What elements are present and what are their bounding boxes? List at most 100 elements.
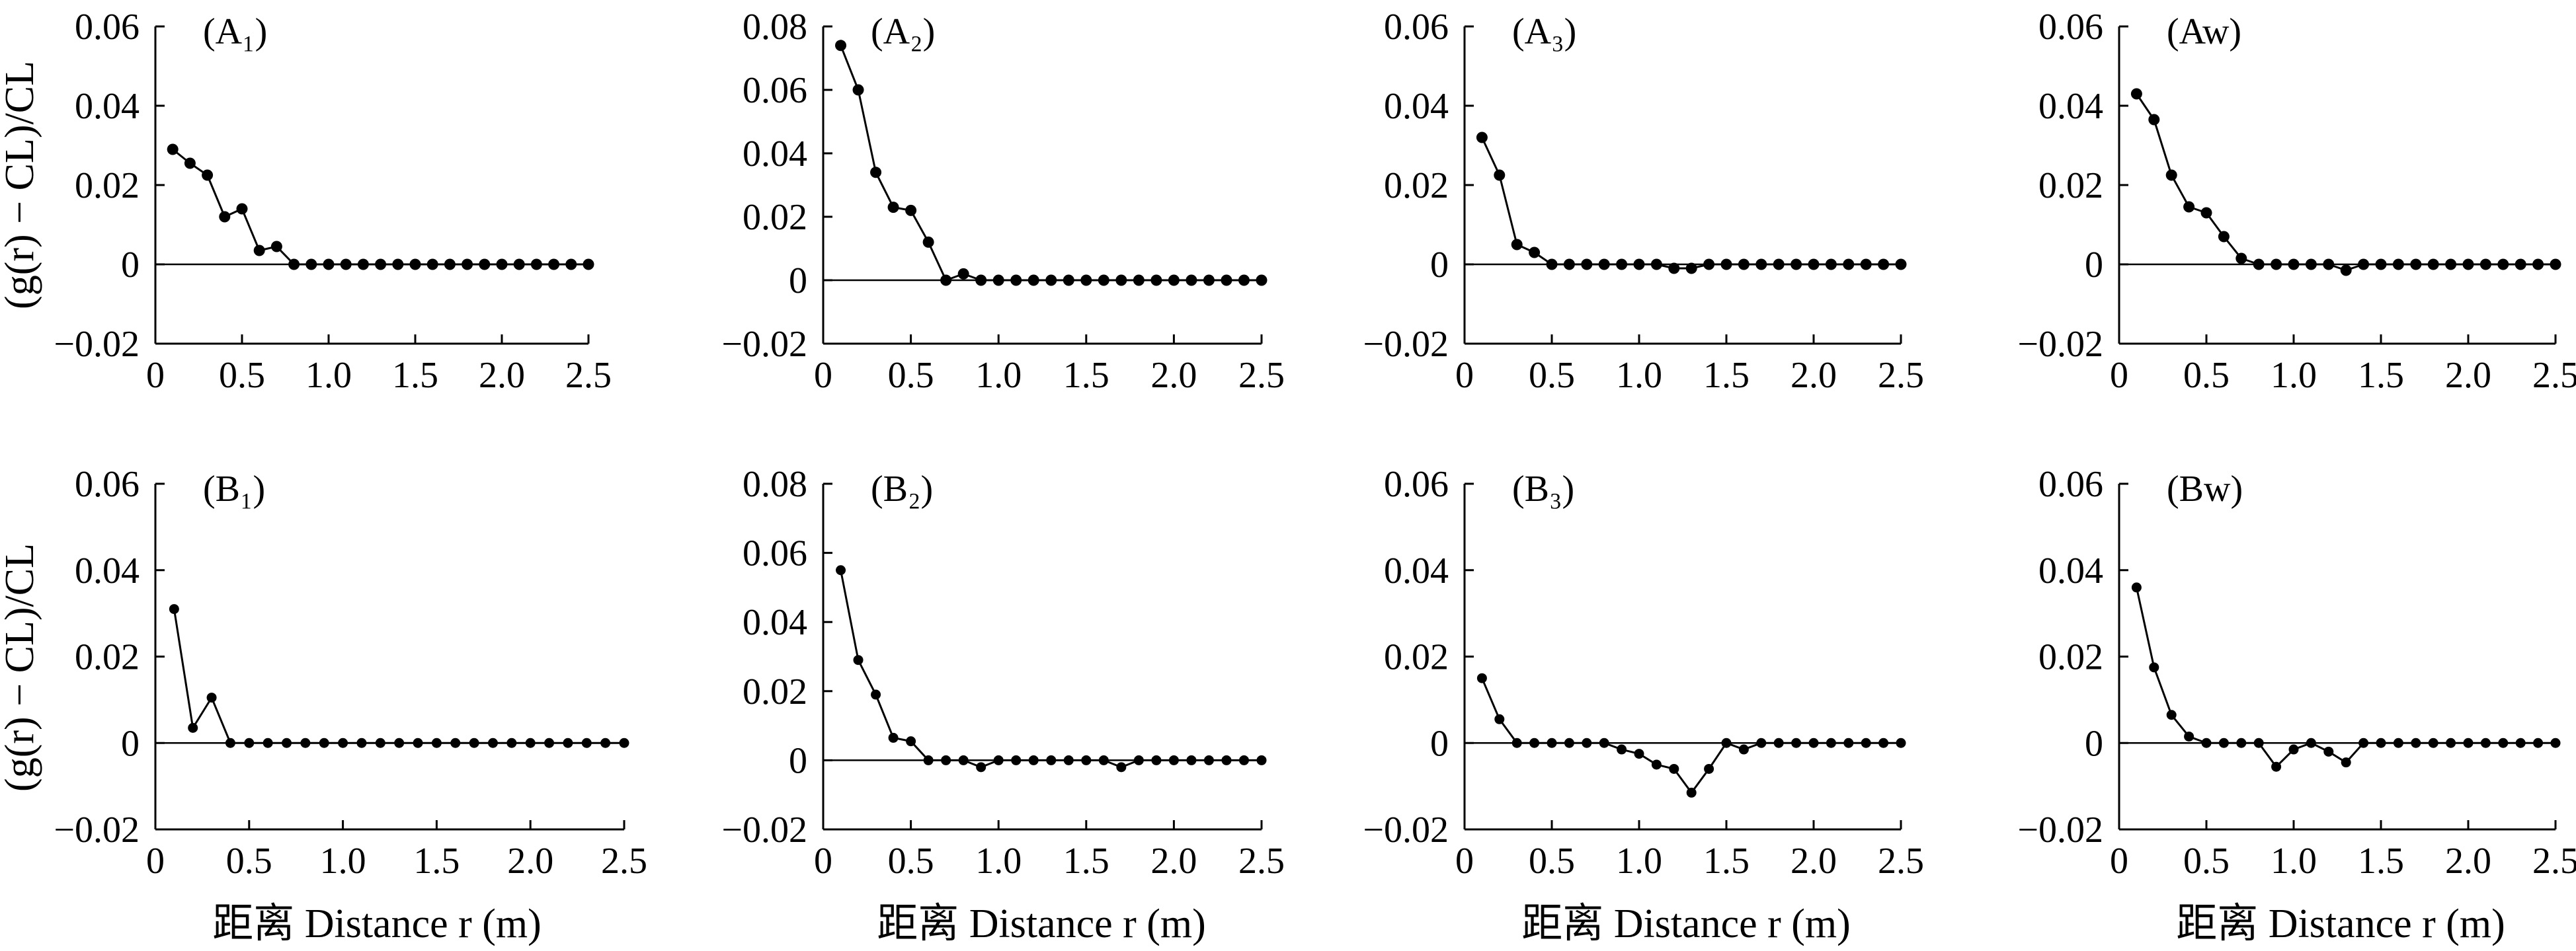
series-line [1481,137,1901,270]
data-point [225,738,235,748]
x-tick-label: 0.5 [226,841,272,882]
data-point [2288,258,2300,270]
x-tick-label: 0 [146,355,165,396]
y-tick-label: 0.04 [2038,551,2103,591]
data-point [923,755,934,765]
data-point [530,258,542,270]
data-point [2533,738,2544,748]
y-tick-label: 0.02 [75,165,140,206]
data-point [469,738,479,748]
data-point [2306,738,2316,748]
series-line [840,45,1262,282]
data-point [1738,744,1749,755]
x-tick-label: 1.0 [1616,841,1662,882]
y-tick-label: 0.06 [75,7,140,48]
data-point [513,258,525,270]
data-point [1896,738,1906,748]
data-point [1133,274,1145,286]
data-point [1878,738,1889,748]
panel-label: (A₂) [871,11,935,52]
y-tick-label: 0.02 [743,671,807,712]
data-point [506,738,517,748]
x-tick-label: 1.5 [413,841,460,882]
x-tick-label: 1.0 [975,355,1022,396]
data-point [2131,582,2142,593]
data-point [206,693,217,703]
y-tick-label: 0.06 [75,464,140,505]
data-point [1703,258,1715,270]
data-point [976,762,986,773]
data-point [1116,762,1127,773]
y-tick-label: −0.02 [1363,324,1449,365]
x-tick-label: 2.0 [1150,355,1197,396]
x-tick-label: 0.5 [2183,355,2230,396]
data-point [1045,274,1057,286]
data-point [2532,258,2544,270]
data-point [2166,710,2177,720]
data-point [906,736,916,747]
data-point [922,236,934,248]
data-point [1150,274,1162,286]
data-point [2358,738,2369,748]
data-point [1168,274,1180,286]
data-point [2375,258,2387,270]
data-point [2463,738,2474,748]
data-point [548,258,560,270]
data-point [2428,738,2438,748]
x-tick-label: 2.0 [2445,355,2491,396]
data-point [2393,738,2403,748]
x-tick-label: 0 [814,355,832,396]
data-point [2479,258,2491,270]
data-point [2271,258,2282,270]
data-point [1581,258,1593,270]
x-tick-label: 1.0 [1616,355,1662,396]
data-point [1529,247,1541,258]
data-point [2498,738,2509,748]
data-point [487,738,498,748]
x-tick-label: 1.5 [1703,355,1750,396]
data-point [1616,258,1628,270]
data-point [1494,169,1506,181]
data-point [1861,738,1871,748]
data-point [413,738,423,748]
y-tick-label: −0.02 [721,810,807,851]
data-point [1011,755,1022,765]
data-point [2253,258,2265,270]
x-tick-label: 0.5 [1529,355,1575,396]
y-tick-label: 0.08 [743,7,807,48]
data-point [1563,258,1575,270]
x-tick-label: 2.5 [1878,355,1924,396]
data-point [1738,258,1750,270]
y-tick-label: 0.04 [75,551,140,591]
y-tick-label: −0.02 [54,810,140,851]
series-line [173,609,624,744]
data-point [1256,755,1267,765]
data-point [853,655,864,666]
data-point [525,738,536,748]
data-point [356,738,367,748]
x-tick-label: 2.5 [601,841,647,882]
data-point [2253,738,2264,748]
data-point [1843,258,1855,270]
data-point [357,258,369,270]
data-point [1720,258,1732,270]
data-point [1010,274,1022,286]
x-tick-label: 0 [146,841,165,882]
data-point [338,738,348,748]
x-axis-title-col-2: 距离 Distance r (m) [877,901,1206,946]
x-tick-label: 1.5 [1063,841,1109,882]
x-tick-label: 1.5 [2358,355,2404,396]
x-tick-label: 2.5 [1238,355,1285,396]
data-point [1564,738,1574,748]
x-tick-label: 2.0 [2445,841,2491,882]
y-axis-title-bottom: (g(r) − CL)/CL [0,543,42,792]
data-point [2446,738,2456,748]
y-tick-label: 0 [2085,723,2103,764]
x-tick-label: 0 [1455,355,1474,396]
panel-label: (Bw) [2167,469,2243,510]
data-point [1511,239,1523,250]
data-point [1511,738,1522,748]
data-point [270,241,282,252]
